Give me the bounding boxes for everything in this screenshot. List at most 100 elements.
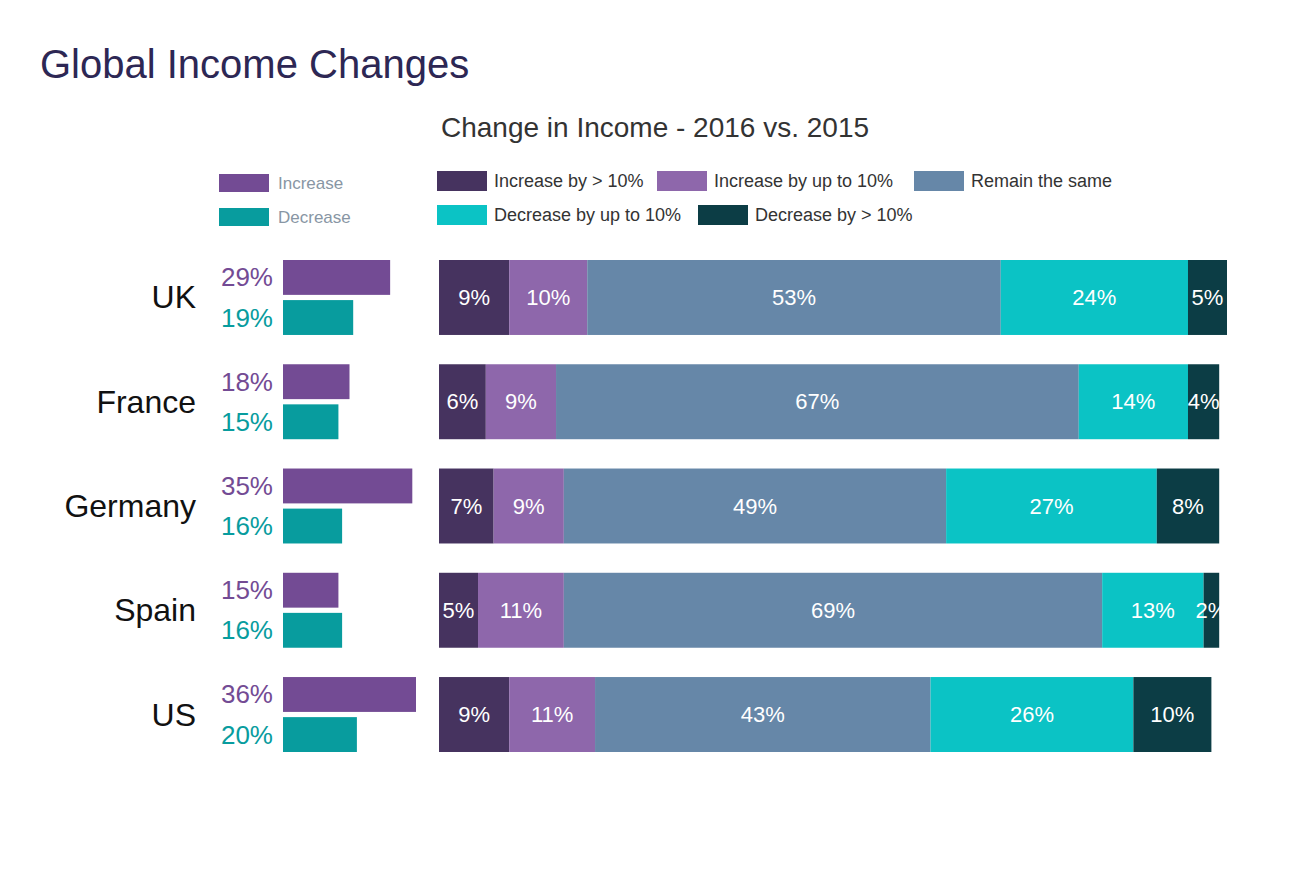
data-label: 16%: [221, 615, 273, 645]
bar-segment: [478, 573, 564, 648]
bar: [283, 717, 357, 752]
tick: France: [96, 384, 196, 420]
data-label: 10%: [526, 285, 570, 310]
legend-label: Decrease by > 10%: [755, 205, 913, 225]
legend-swatch: [219, 174, 269, 192]
data-label: 13%: [1131, 598, 1175, 623]
tick-label: Germany: [64, 488, 196, 524]
bar: [283, 677, 416, 712]
bar: [283, 300, 353, 335]
legend-item: Increase by > 10%: [437, 171, 644, 191]
legend-swatch: [914, 171, 964, 191]
bar-segment: [1001, 260, 1188, 335]
bar-segment: [595, 677, 930, 752]
data-label: 10%: [1150, 702, 1194, 727]
bar: [283, 364, 350, 399]
bar: [283, 404, 338, 439]
legend-swatch: [219, 208, 269, 226]
tick: US: [152, 697, 196, 733]
legend-label: Increase by > 10%: [494, 171, 644, 191]
legend-item: Decrease by up to 10%: [437, 205, 681, 225]
bar-segment: [1188, 364, 1219, 439]
data-label: 6%: [447, 389, 479, 414]
data-label: 35%: [221, 471, 273, 501]
bar-segment: [439, 469, 494, 544]
bar-segment: [494, 469, 564, 544]
data-label: 9%: [513, 494, 545, 519]
bar-segment: [564, 469, 946, 544]
tick-label: Spain: [114, 592, 196, 628]
bar-segment: [439, 677, 509, 752]
legend-item: Increase by up to 10%: [657, 171, 893, 191]
bar: [283, 469, 412, 504]
legend-label: Increase: [278, 174, 343, 193]
data-label: 29%: [221, 262, 273, 292]
data-label: 8%: [1172, 494, 1204, 519]
bar: [283, 613, 342, 648]
data-label: 16%: [221, 511, 273, 541]
data-label: 20%: [221, 720, 273, 750]
tick-label: France: [96, 384, 196, 420]
bar-segment: [486, 364, 556, 439]
bar: [283, 260, 390, 295]
data-label: 5%: [1192, 285, 1224, 310]
bar: [283, 509, 342, 544]
data-label: 19%: [221, 303, 273, 333]
legend: Increase Decrease: [219, 174, 351, 227]
legend-swatch: [437, 205, 487, 225]
tick: Germany: [64, 488, 196, 524]
bar-segment: [1133, 677, 1211, 752]
data-label: 11%: [500, 598, 542, 623]
data-label: 15%: [221, 407, 273, 437]
bar-segment: [1102, 573, 1203, 648]
data-label: 69%: [811, 598, 855, 623]
data-label: 9%: [505, 389, 537, 414]
bar-segment: [1157, 469, 1219, 544]
data-label: 24%: [1072, 285, 1116, 310]
title: Global Income Changes: [40, 42, 469, 86]
bar-segment: [587, 260, 1001, 335]
legend-label: Remain the same: [971, 171, 1112, 191]
data-label: 49%: [733, 494, 777, 519]
bar-segment: [1079, 364, 1188, 439]
data-label: 5%: [443, 598, 475, 623]
legend-swatch: [657, 171, 707, 191]
legend-swatch: [437, 171, 487, 191]
legend-label: Decrease: [278, 208, 351, 227]
data-label: 4%: [1188, 389, 1220, 414]
legend-label: Decrease by up to 10%: [494, 205, 681, 225]
data-label: 43%: [741, 702, 785, 727]
bar-segment: [556, 364, 1079, 439]
bar: [283, 573, 338, 608]
legend-item: Decrease by > 10%: [698, 205, 913, 225]
tick: UK: [152, 279, 196, 315]
data-labels: 9%6%7%5%9%10%9%9%11%11%53%67%49%69%43%24…: [443, 285, 1228, 727]
tick-label: UK: [152, 279, 196, 315]
data-label: 15%: [221, 575, 273, 605]
data-labels: 29% 18% 35% 15% 36% 19% 15% 16% 16% 20%: [221, 262, 273, 749]
legend-label: Increase by up to 10%: [714, 171, 893, 191]
bars: [283, 260, 416, 752]
bar-segment: [509, 260, 587, 335]
tick: Spain: [114, 592, 196, 628]
bar-segment: [509, 677, 595, 752]
data-label: 36%: [221, 679, 273, 709]
bar-segment: [564, 573, 1102, 648]
legend: Increase by > 10% Increase by up to 10% Re…: [437, 171, 1112, 225]
data-label: 18%: [221, 367, 273, 397]
legend-swatch: [698, 205, 748, 225]
bars: [439, 260, 1227, 752]
data-label: 2%: [1195, 598, 1227, 623]
legend-item: Remain the same: [914, 171, 1112, 191]
bar-segment: [439, 364, 486, 439]
bar-segment: [946, 469, 1157, 544]
data-label: 53%: [772, 285, 816, 310]
bar-segment: [439, 573, 478, 648]
legend-item: Decrease: [219, 208, 351, 227]
data-label: 14%: [1111, 389, 1155, 414]
data-label: 26%: [1010, 702, 1054, 727]
data-label: 9%: [458, 702, 490, 727]
data-label: 9%: [458, 285, 490, 310]
bar-segment: [439, 260, 509, 335]
bar-segment: [1188, 260, 1227, 335]
